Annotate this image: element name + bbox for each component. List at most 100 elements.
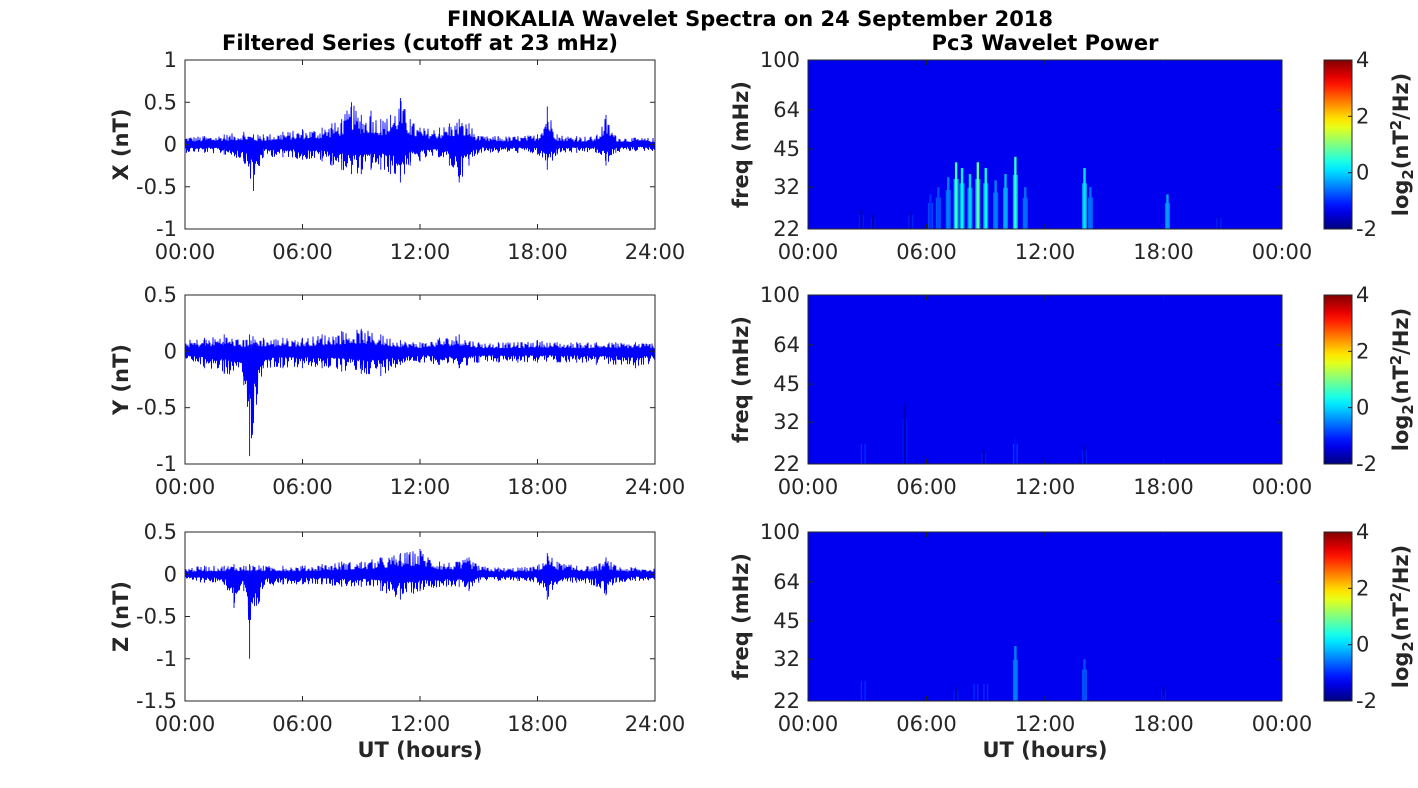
x-tick-label: 12:00 xyxy=(1015,475,1076,499)
y-tick-label: 64 xyxy=(773,98,800,122)
colorbar-label-part: (nT xyxy=(1389,602,1413,642)
x-tick-label: 06:00 xyxy=(896,712,957,736)
series-panel-z: 0.5 0 -0.5 -1 -1.500:00 06:00 12:00 18:00 24:00 U… xyxy=(109,520,685,762)
x-tick-label: 12:00 xyxy=(390,240,451,264)
y-axis-label: freq (mHz) xyxy=(729,81,753,208)
y-tick-label: 100 xyxy=(760,48,800,72)
y-axis-label: Z (nT) xyxy=(109,581,133,652)
colorbar-label-part: 2 xyxy=(1399,169,1417,179)
x-axis-label: UT (hours) xyxy=(357,738,482,762)
power-burst xyxy=(1162,686,1165,701)
colorbar-label-part: log xyxy=(1389,415,1413,452)
y-axis-label: freq (mHz) xyxy=(729,553,753,680)
colorbar-label-part: log xyxy=(1389,180,1413,217)
heatmap-background xyxy=(808,295,1282,464)
colorbar-tick-label: 4 xyxy=(1356,48,1369,72)
power-burst xyxy=(909,210,912,229)
y-tick-label: 0 xyxy=(164,339,177,363)
y-tick-label: 32 xyxy=(773,410,800,434)
colorbar-tick-label: 2 xyxy=(1356,339,1369,363)
x-tick-label: 00:00 xyxy=(155,475,216,499)
power-burst xyxy=(1014,156,1017,229)
x-tick-label: 12:00 xyxy=(1015,240,1076,264)
x-tick-label: 18:00 xyxy=(507,240,568,264)
series-trace xyxy=(184,98,656,191)
y-tick-label: 32 xyxy=(773,647,800,671)
y-tick-label: 0.5 xyxy=(144,520,177,544)
y-axis-label: freq (mHz) xyxy=(729,316,753,443)
colorbar-tick-label: -2 xyxy=(1356,217,1377,241)
y-tick-label: -1 xyxy=(156,217,177,241)
power-burst xyxy=(1014,646,1017,701)
x-tick-label: 00:00 xyxy=(1252,475,1313,499)
colorbar-label-part: /Hz) xyxy=(1389,545,1413,592)
colorbar-label-part: 2 xyxy=(1387,120,1405,130)
y-tick-label: 64 xyxy=(773,570,800,594)
power-burst xyxy=(994,180,997,229)
x-tick-label: 00:00 xyxy=(778,240,839,264)
y-tick-label: 0 xyxy=(164,562,177,586)
y-axis-label: X (nT) xyxy=(109,109,133,181)
y-tick-label: 45 xyxy=(773,372,800,396)
x-tick-label: 00:00 xyxy=(155,712,216,736)
power-burst xyxy=(1217,214,1220,229)
power-burst xyxy=(1083,659,1086,701)
x-axis-label: UT (hours) xyxy=(982,738,1107,762)
x-tick-label: 00:00 xyxy=(778,475,839,499)
colorbar-label-part: (nT xyxy=(1389,365,1413,405)
colorbar-label-part: log xyxy=(1389,652,1413,689)
y-tick-label: 22 xyxy=(773,452,800,476)
series-panel-y: 0.5 0 -0.5 -100:00 06:00 12:00 18:00 24:00 Y (nT… xyxy=(109,283,685,499)
heatmap-background xyxy=(808,532,1282,701)
y-tick-label: -0.5 xyxy=(136,175,177,199)
x-tick-label: 24:00 xyxy=(625,712,686,736)
y-tick-label: -1 xyxy=(156,452,177,476)
power-burst xyxy=(974,678,978,701)
x-tick-label: 06:00 xyxy=(272,475,333,499)
x-tick-label: 24:00 xyxy=(625,475,686,499)
x-tick-label: 06:00 xyxy=(272,240,333,264)
y-tick-label: -1 xyxy=(156,647,177,671)
colorbar-tick-label: 0 xyxy=(1356,633,1369,657)
power-burst xyxy=(982,449,985,464)
power-burst xyxy=(862,674,865,701)
power-burst xyxy=(1089,187,1092,229)
y-tick-label: -0.5 xyxy=(136,396,177,420)
colorbar-label-part: /Hz) xyxy=(1389,308,1413,355)
y-tick-label: 0.5 xyxy=(144,283,177,307)
x-tick-label: 06:00 xyxy=(896,475,957,499)
y-tick-label: 22 xyxy=(773,689,800,713)
colorbar-gradient xyxy=(1323,294,1353,465)
x-tick-label: 00:00 xyxy=(778,712,839,736)
colorbar-label-part: 2 xyxy=(1387,592,1405,602)
y-tick-label: 0.5 xyxy=(144,90,177,114)
x-tick-label: 12:00 xyxy=(390,712,451,736)
power-burst xyxy=(954,162,958,229)
colorbar-label-part: (nT xyxy=(1389,130,1413,170)
x-tick-label: 12:00 xyxy=(390,475,451,499)
x-tick-label: 12:00 xyxy=(1015,712,1076,736)
colorbar-label-part: 2 xyxy=(1387,355,1405,365)
series-trace xyxy=(184,548,656,659)
x-tick-label: 18:00 xyxy=(1133,712,1194,736)
power-burst xyxy=(1166,194,1169,229)
y-axis-label: Y (nT) xyxy=(109,344,133,416)
right-column-title: Pc3 Wavelet Power xyxy=(932,31,1160,55)
power-burst xyxy=(954,686,958,701)
colorbar-label-part: 2 xyxy=(1399,641,1417,651)
colorbar-gradient xyxy=(1323,531,1353,702)
power-burst xyxy=(860,210,863,229)
x-tick-label: 06:00 xyxy=(272,712,333,736)
y-tick-label: -1.5 xyxy=(136,689,177,713)
colorbar-label: log2(nT2/Hz) xyxy=(1387,73,1417,217)
x-tick-label: 24:00 xyxy=(625,240,686,264)
y-tick-label: 45 xyxy=(773,609,800,633)
power-burst xyxy=(976,162,980,229)
power-burst xyxy=(862,437,865,464)
